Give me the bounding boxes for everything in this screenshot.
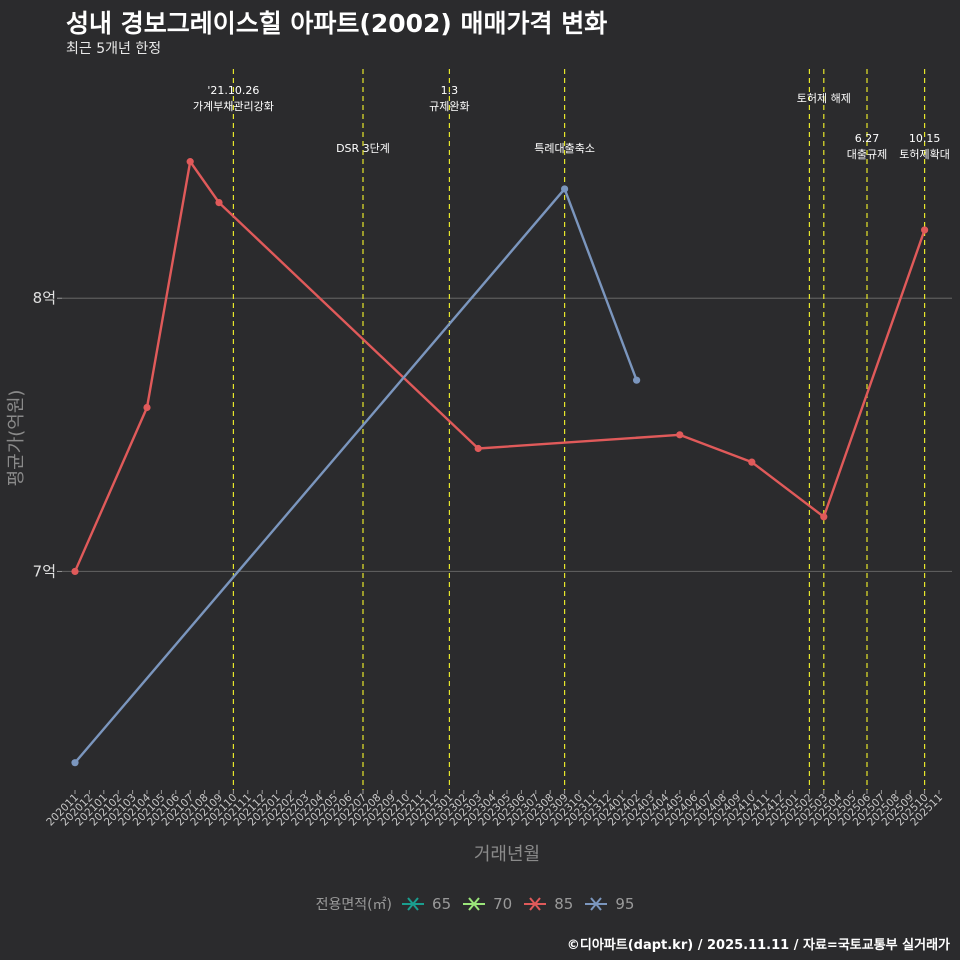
legend-item-65: 65 [400,895,451,913]
event-label-202506-0: 6.27 [855,132,880,145]
event-label-202510-0: 10.15 [909,132,941,145]
data-point-85-202510 [921,226,929,234]
x-axis-title: 거래년월 [474,844,540,865]
event-label-202207-0: DSR 3단계 [336,142,390,155]
legend-label-70: 70 [493,895,513,913]
legend-swatch-70-icon [463,897,486,911]
legend-label-65: 65 [432,895,452,913]
event-label-202301-1: 규제완화 [429,100,469,113]
series-line-85 [73,160,926,572]
data-point-85-202104 [143,403,151,412]
data-point-85-202107 [186,158,194,166]
data-point-85-202503 [820,513,828,521]
event-label-202110-0: '21.10.26 [207,84,259,97]
event-label-202510-1: 토허제확대 [899,148,950,161]
legend-item-70: 70 [461,895,512,913]
chart-title: 성내 경보그레이스힐 아파트(2002) 매매가격 변화 [66,9,608,38]
legend: 전용면적(㎡) 65 70 85 95 [0,894,960,914]
event-label-202309-0: 특례대출축소 [534,142,595,155]
legend-item-95: 95 [583,895,634,913]
chart-subtitle: 최근 5개년 한정 [66,41,162,57]
legend-swatch-85-icon [524,897,547,911]
legend-label-85: 85 [554,895,574,913]
y-tick-label-0: 7억 [33,562,56,580]
source-caption: ©디아파트(dapt.kr) / 2025.11.11 / 자료=국토교통부 실… [566,938,950,953]
data-point-95-202309 [561,185,569,193]
data-point-95-202011 [71,759,79,767]
legend-swatch-95-icon [585,897,608,911]
data-point-85-202109 [215,199,223,207]
legend-title: 전용면적(㎡) [315,897,393,913]
event-label-202110-1: 가계부채관리강화 [193,100,274,113]
event-label-202301-0: 1.3 [441,84,459,97]
series-line-95 [74,187,638,764]
legend-item-85: 85 [522,895,573,913]
data-point-85-202011 [71,567,79,576]
legend-label-95: 95 [615,895,635,913]
data-point-95-202402 [633,376,641,384]
event-label-202506-1: 대출규제 [847,148,887,161]
data-point-85-202303 [474,444,482,453]
data-point-85-202410 [748,458,756,466]
data-point-85-202405 [676,431,684,439]
legend-swatch-65-icon [402,897,425,911]
y-axis-title: 평균가(억원) [6,390,27,487]
event-label-202503-0: 토허제 해제 [797,91,851,105]
y-tick-label-1: 8억 [33,289,56,307]
